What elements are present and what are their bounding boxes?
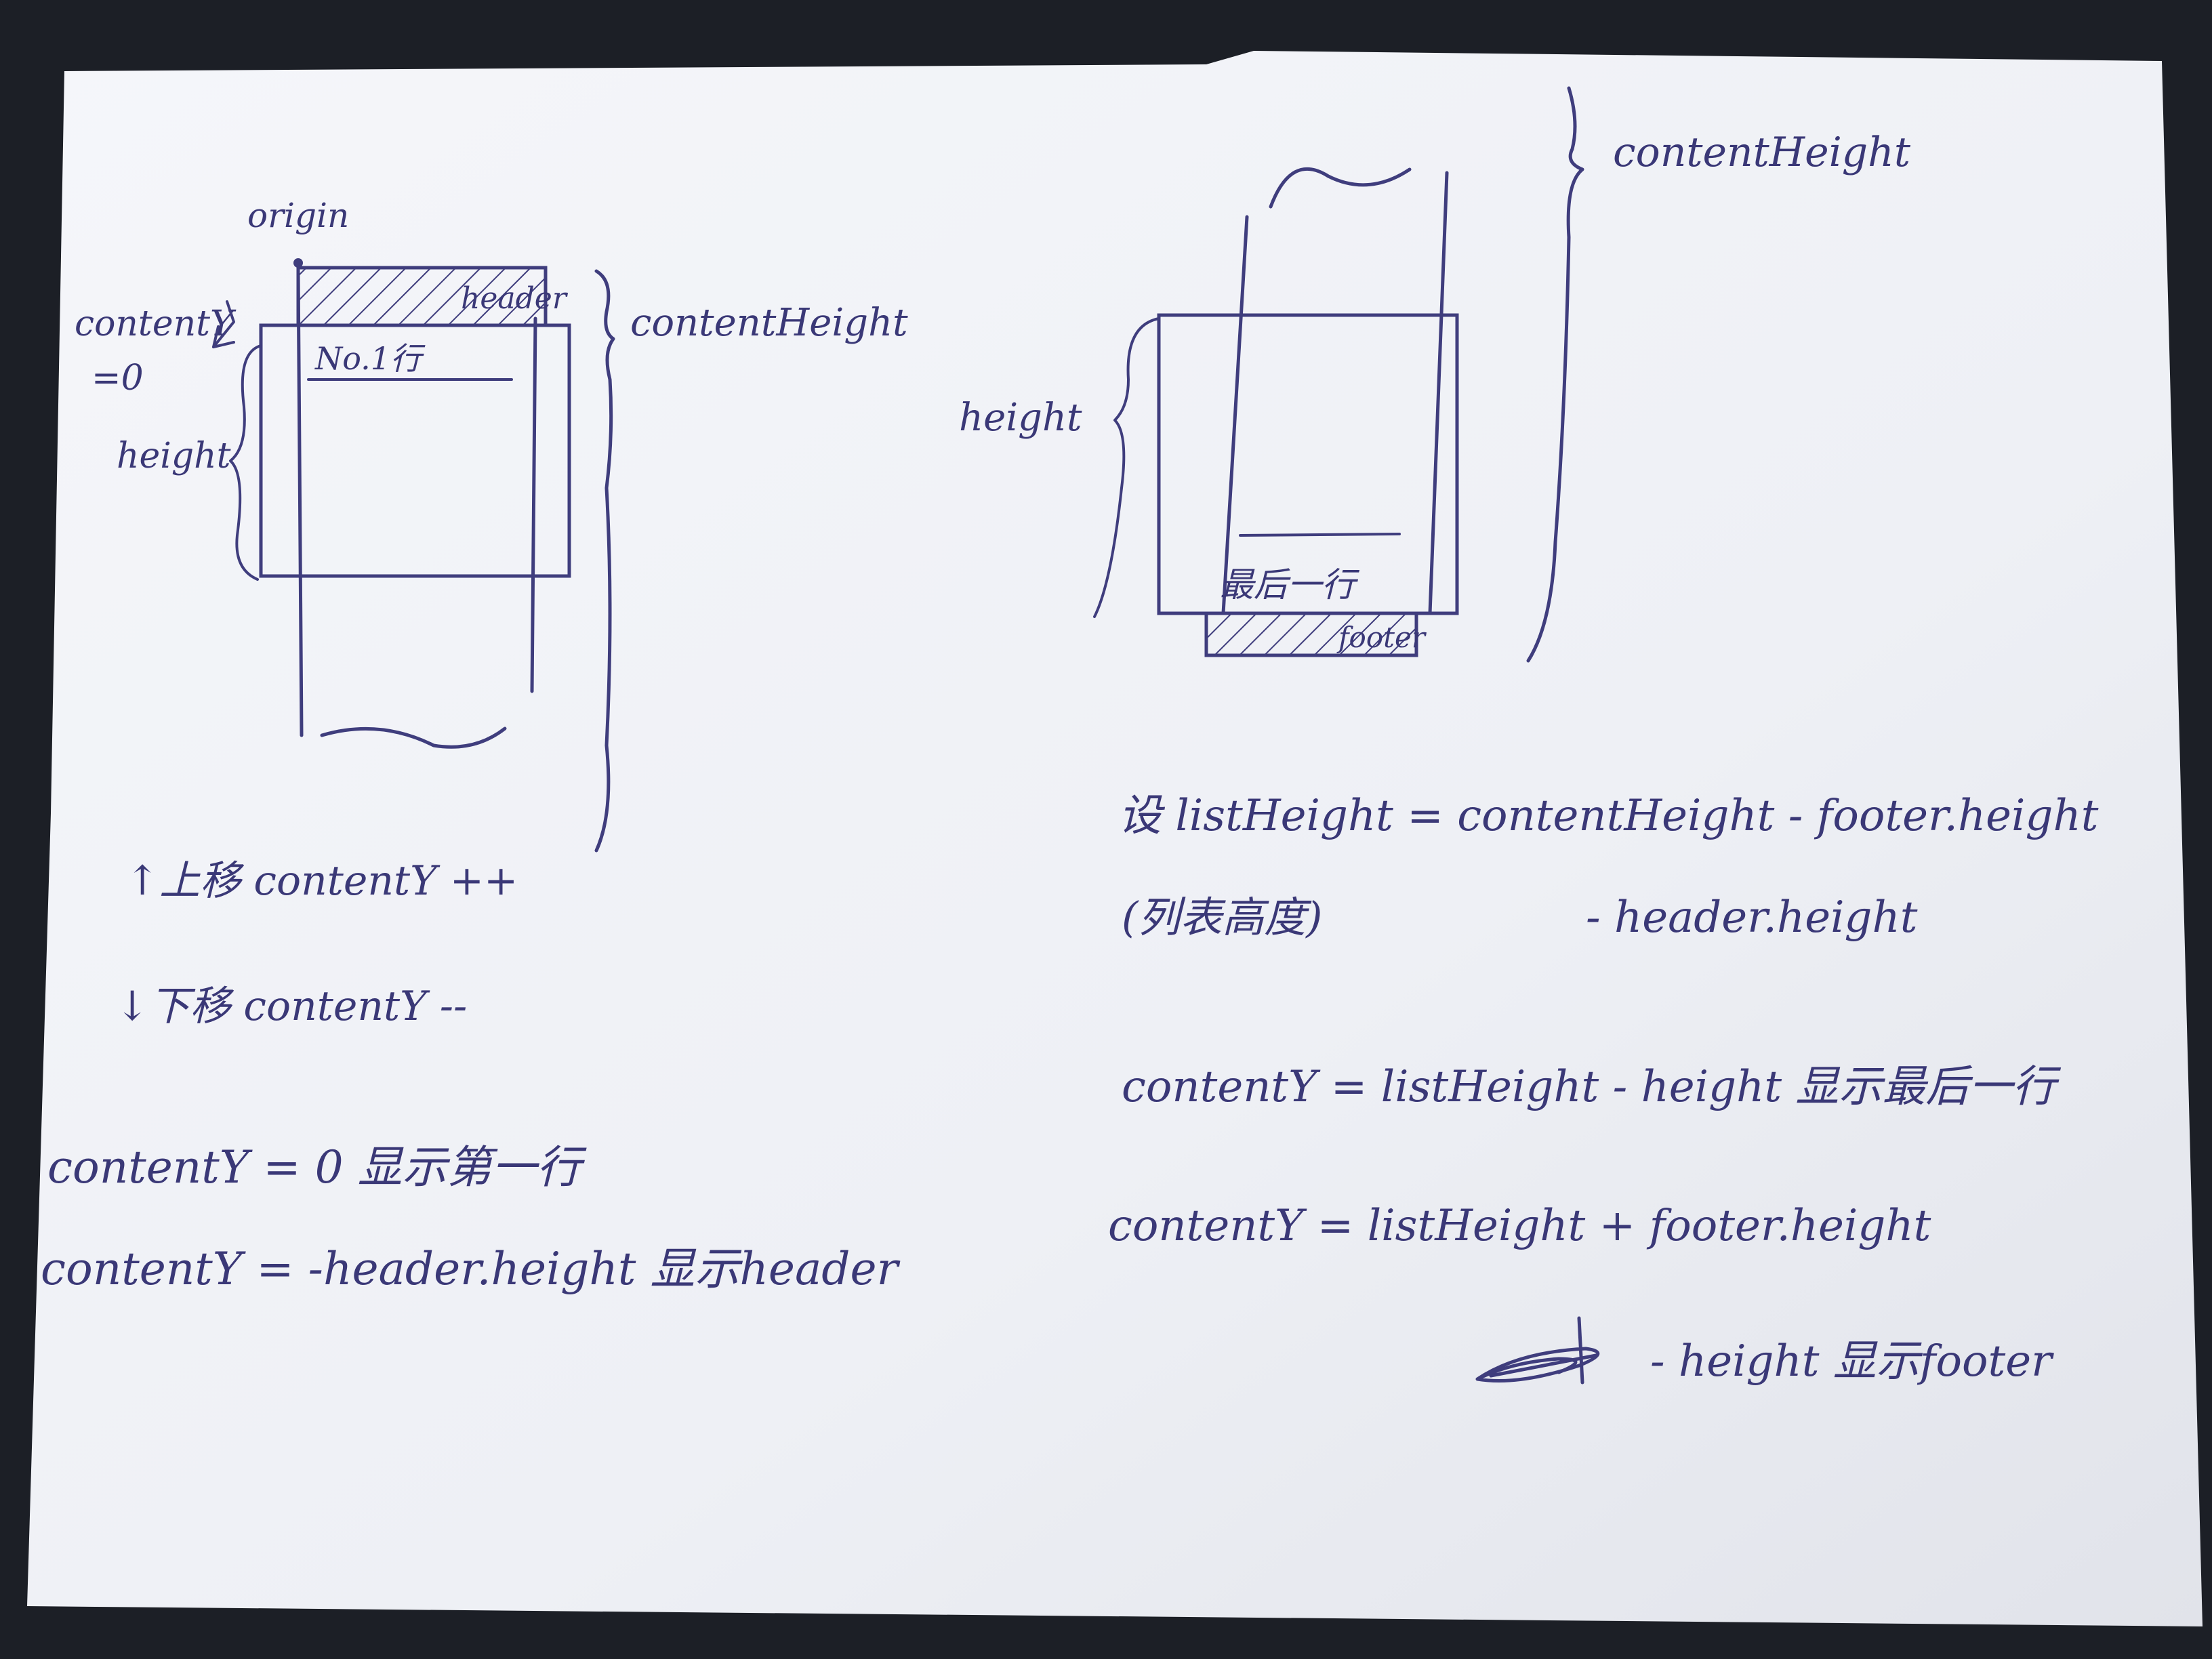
- list-height-note: (列表高度): [1122, 893, 1322, 942]
- content-height-label-left: contentHeight: [630, 301, 908, 345]
- left-formulas: contentY = 0 显示第一行 contentY = -header.he…: [41, 1141, 901, 1295]
- right-content-wave: [1269, 167, 1412, 209]
- scribble-mark: [1475, 1316, 1600, 1385]
- footer-label: footer: [1336, 621, 1427, 654]
- origin-label: origin: [247, 196, 349, 235]
- list-height-definition: 设 listHeight = contentHeight - footer.he…: [1118, 791, 2099, 841]
- content-left-edge: [296, 266, 304, 737]
- move-up-note: ↑上移 contentY ++: [125, 857, 518, 905]
- right-formulas: 设 listHeight = contentHeight - footer.he…: [1108, 791, 2099, 1387]
- footer-formula-line2: - height 显示footer: [1650, 1336, 2054, 1387]
- last-row-line: [1239, 533, 1401, 537]
- content-height-brace-left: [594, 269, 615, 853]
- row-label: No.1行: [314, 340, 426, 377]
- height-brace-left: [229, 344, 262, 581]
- right-diagram: 最后一行 footer height contentHeight: [959, 86, 1911, 663]
- footer-box: [1204, 611, 1418, 657]
- header-label: header: [461, 281, 569, 316]
- left-diagram: origin header No.1行 contentY =0 height c…: [75, 196, 908, 1030]
- content-right-edge: [530, 316, 537, 693]
- content-height-label-right: contentHeight: [1613, 129, 1911, 176]
- formula-first-row: contentY = 0 显示第一行: [47, 1141, 588, 1193]
- formula-header: contentY = -header.height 显示header: [41, 1243, 901, 1295]
- height-label-right: height: [959, 396, 1082, 440]
- viewport-box: [259, 323, 571, 578]
- list-height-continuation: - header.height: [1586, 893, 1918, 943]
- last-row-formula: contentY = listHeight - height 显示最后一行: [1122, 1062, 2061, 1112]
- move-down-note: ↓下移 contentY --: [115, 983, 467, 1030]
- content-y-label: contentY: [75, 304, 237, 344]
- right-content-right-edge: [1428, 171, 1449, 615]
- content-wave: [320, 726, 507, 749]
- right-content-left-edge: [1221, 215, 1249, 615]
- height-brace-right: [1093, 317, 1160, 618]
- content-y-arrow: [212, 300, 235, 348]
- content-height-brace-right: [1526, 86, 1584, 663]
- footer-formula-line1: contentY = listHeight + footer.height: [1108, 1201, 1931, 1251]
- last-row-label: 最后一行: [1220, 565, 1360, 605]
- origin-dot: [293, 258, 303, 268]
- height-label-left: height: [117, 436, 231, 476]
- content-y-zero: =0: [91, 358, 144, 398]
